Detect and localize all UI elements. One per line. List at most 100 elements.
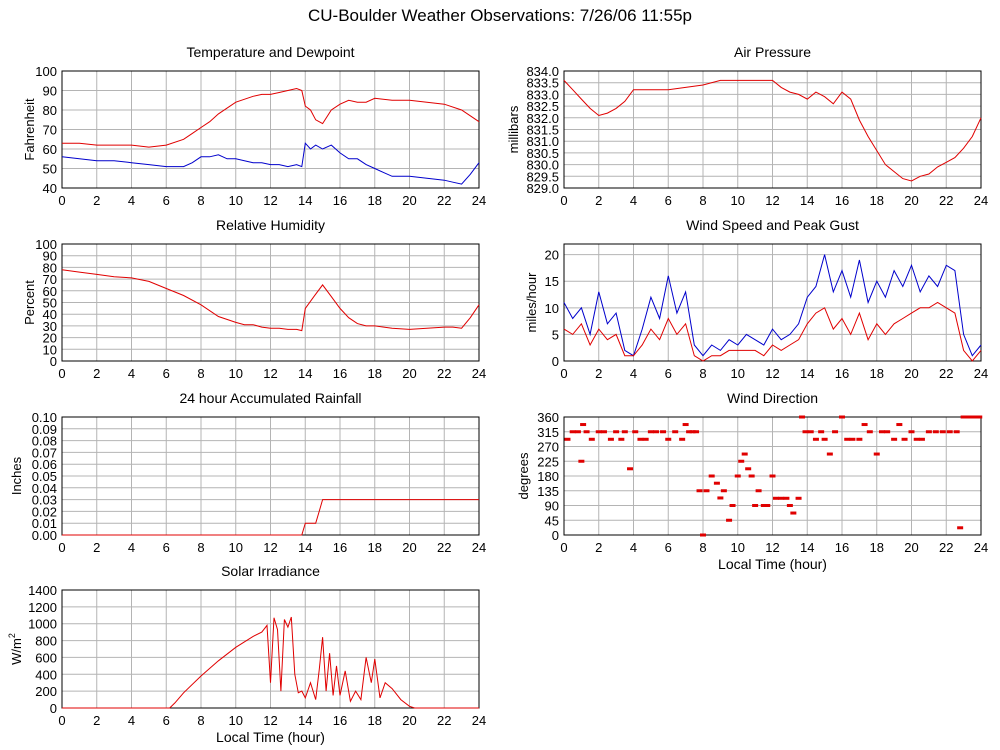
solar-xtick-label: 24 [472, 713, 486, 728]
temperature-title: Temperature and Dewpoint [186, 44, 354, 60]
winddir-point [618, 437, 625, 441]
winddir-xtick-label: 24 [974, 540, 988, 555]
page-title: CU-Boulder Weather Observations: 7/26/06… [308, 6, 692, 25]
winddir-point [884, 430, 891, 434]
rainfall-ylabel: Inches [9, 456, 24, 495]
rainfall-xtick-label: 12 [263, 540, 277, 555]
winddir-chart: 0 2 4 6 8 10 12 14 16 18 20 22 240459013518022527031… [516, 390, 988, 572]
winddir-ytick-label: 180 [537, 469, 559, 484]
winddir-point [866, 430, 873, 434]
rainfall-xtick-label: 8 [197, 540, 204, 555]
pressure-xtick-label: 16 [835, 193, 849, 208]
pressure-xtick-label: 2 [595, 193, 602, 208]
pressure-ytick-label: 832.5 [526, 99, 559, 114]
winddir-point [738, 459, 745, 463]
temperature-dewpoint-line [61, 142, 480, 185]
rainfall-xtick-label: 0 [58, 540, 65, 555]
humidity-ytick-label: 50 [43, 296, 57, 311]
winddir-point [790, 511, 797, 515]
winddir-point [861, 423, 868, 427]
pressure-ytick-label: 832.0 [526, 111, 559, 126]
winddir-xtick-label: 16 [835, 540, 849, 555]
winddir-point [729, 504, 736, 507]
winddir-point [583, 430, 590, 434]
pressure-ytick-label: 830.0 [526, 158, 559, 173]
temperature-xtick-label: 4 [128, 193, 135, 208]
humidity-xtick-label: 0 [58, 366, 65, 381]
humidity-xtick-label: 22 [437, 366, 451, 381]
winddir-xtick-label: 12 [765, 540, 779, 555]
winddir-point [713, 481, 720, 485]
temperature-xtick-label: 10 [229, 193, 243, 208]
winddir-point [839, 415, 845, 419]
solar-xtick-label: 14 [298, 713, 312, 728]
winddir-point [821, 437, 828, 441]
rainfall-ytick-label: 0.02 [32, 504, 57, 519]
winddir-ytick-label: 360 [537, 410, 559, 425]
rainfall-xtick-label: 6 [163, 540, 170, 555]
solar-xtick-label: 12 [263, 713, 277, 728]
winddir-point [818, 430, 825, 434]
wind-ytick-label: 15 [545, 274, 559, 289]
winddir-point [849, 437, 856, 441]
winddir-point [873, 452, 880, 456]
winddir-point [621, 430, 628, 434]
pressure-xtick-label: 8 [699, 193, 706, 208]
rainfall-ytick-label: 0.05 [32, 469, 57, 484]
pressure-xtick-label: 10 [731, 193, 745, 208]
solar-ylabel: W/m2 [7, 633, 24, 665]
winddir-point [832, 430, 839, 434]
humidity-title: Relative Humidity [216, 217, 325, 233]
solar-title: Solar Irradiance [221, 563, 320, 579]
winddir-point [595, 430, 602, 434]
winddir-point [682, 423, 689, 427]
winddir-point [965, 415, 972, 419]
pressure-xtick-label: 22 [939, 193, 953, 208]
wind-xtick-label: 22 [939, 366, 953, 381]
pressure-xtick-label: 20 [904, 193, 918, 208]
winddir-point [760, 504, 767, 507]
rainfall-title: 24 hour Accumulated Rainfall [179, 390, 361, 406]
winddir-point [720, 489, 727, 493]
winddir-point [844, 437, 851, 441]
solar-irradiance-line [62, 616, 479, 709]
winddir-point [783, 496, 790, 500]
winddir-point [755, 489, 762, 493]
winddir-point [588, 437, 595, 441]
winddir-ytick-label: 0 [552, 528, 559, 543]
winddir-point [913, 437, 920, 441]
winddir-point [607, 437, 614, 441]
winddir-point [672, 430, 679, 434]
winddir-point [574, 430, 581, 434]
temperature-ytick-label: 50 [43, 162, 57, 177]
solar-chart: 0 2 4 6 8 10 12 14 16 18 20 22 240200400600800100012… [7, 563, 486, 745]
wind-xtick-label: 6 [665, 366, 672, 381]
solar-xlabel: Local Time (hour) [216, 729, 325, 745]
humidity-humidity-line [61, 269, 480, 332]
humidity-plot-frame [61, 243, 480, 362]
winddir-point [564, 437, 571, 441]
temperature-ytick-label: 40 [43, 181, 57, 196]
winddir-point [748, 474, 755, 478]
winddir-point [932, 430, 939, 434]
humidity-ytick-label: 100 [35, 237, 57, 252]
solar-xtick-label: 2 [93, 713, 100, 728]
winddir-title: Wind Direction [727, 390, 818, 406]
rainfall-chart: 0 2 4 6 8 10 12 14 16 18 20 22 240.000.010.020.030.0… [9, 390, 486, 555]
wind-xtick-label: 18 [870, 366, 884, 381]
temperature-ylabel: Fahrenheit [22, 98, 37, 161]
winddir-ylabel: degrees [516, 452, 531, 499]
temperature-xtick-label: 24 [472, 193, 486, 208]
temperature-xtick-label: 18 [368, 193, 382, 208]
winddir-point [769, 474, 776, 478]
wind-xtick-label: 14 [800, 366, 814, 381]
rainfall-ytick-label: 0.03 [32, 493, 57, 508]
winddir-point [972, 415, 979, 419]
rainfall-xtick-label: 2 [93, 540, 100, 555]
temperature-xtick-label: 12 [263, 193, 277, 208]
rainfall-ytick-label: 0.10 [32, 410, 57, 425]
humidity-ylabel: Percent [22, 280, 37, 325]
rainfall-rainfall-line [62, 499, 479, 536]
humidity-ytick-label: 60 [43, 284, 57, 299]
winddir-xtick-label: 14 [800, 540, 814, 555]
